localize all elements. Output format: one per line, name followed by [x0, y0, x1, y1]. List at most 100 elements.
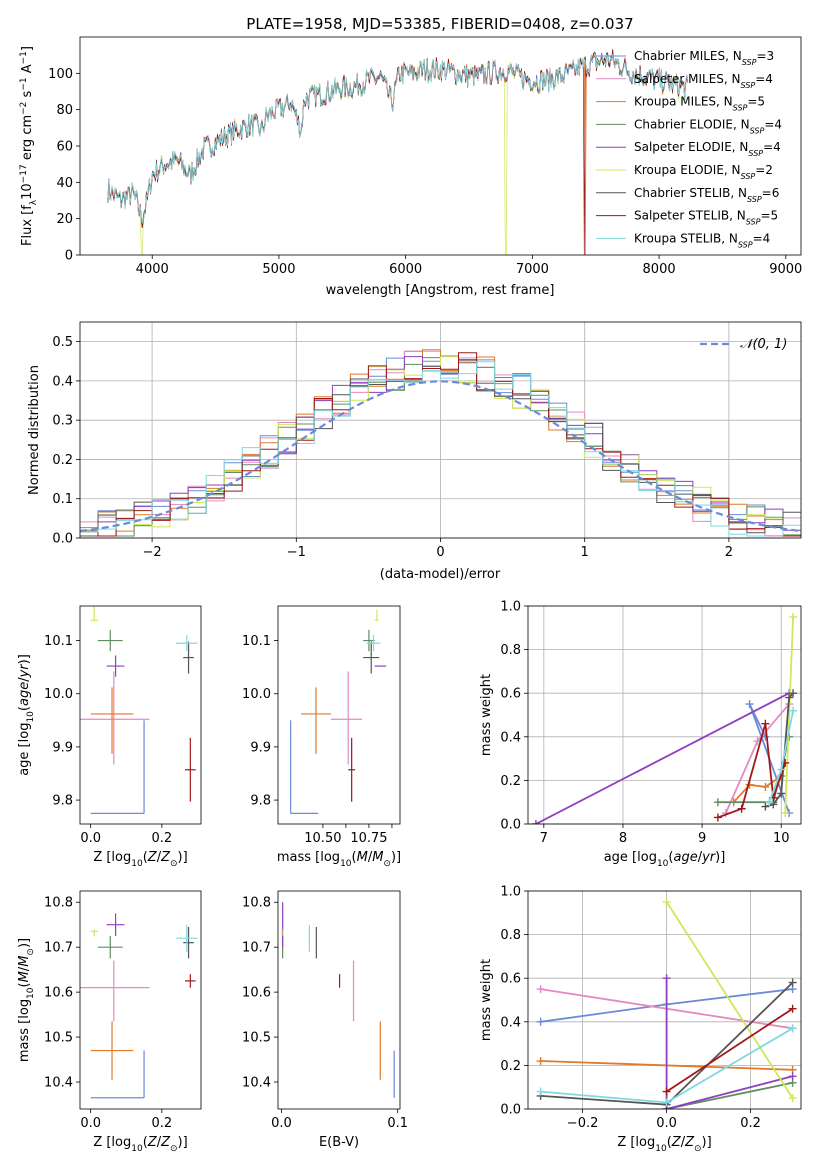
- y-tick-label: 0: [65, 249, 73, 264]
- age-vs-metallicity-panel: 0.0 0.2 9.8 9.9 10.0 10.1 Z [log10(Z/Z⊙)] age […: [17, 605, 202, 869]
- y-tick-label: 10.1: [44, 634, 73, 649]
- x-axis-label: age [log10(age/yr)]: [604, 850, 726, 869]
- legend-label: Chabrier MILES, NSSP=3: [634, 49, 774, 67]
- y-tick-label: 0.0: [500, 1103, 521, 1118]
- plot-area: [281, 902, 395, 1098]
- weight-marker: [713, 813, 722, 822]
- weight-line: [535, 692, 790, 824]
- weight-marker: [777, 789, 786, 798]
- normal-reference-curve: [80, 380, 801, 533]
- y-tick-label: 0.2: [52, 453, 73, 468]
- x-tick-label: 0.0: [80, 1116, 101, 1131]
- histogram-step-kroupa-stelib: [80, 361, 801, 537]
- y-tick-label: 10.7: [44, 941, 73, 956]
- weight-marker: [788, 1024, 797, 1033]
- y-tick-label: 1.0: [500, 600, 521, 615]
- x-tick-label: 9000: [769, 262, 802, 277]
- y-tick-label: 9.9: [250, 740, 271, 755]
- x-tick-label: 0: [436, 545, 444, 560]
- y-tick-label: 9.8: [250, 794, 271, 809]
- y-tick-label: 80: [56, 103, 73, 118]
- x-tick-label: 1: [581, 545, 589, 560]
- y-tick-label: 0.0: [500, 818, 521, 833]
- plot-area: [80, 913, 198, 1099]
- weight-marker: [662, 897, 671, 906]
- x-tick-label: 10.50: [304, 831, 341, 846]
- legend-label: Kroupa ELODIE, NSSP=2: [634, 163, 773, 181]
- y-tick-label: 10.0: [44, 687, 73, 702]
- y-tick-label: 0.1: [52, 492, 73, 507]
- y-tick-label: 0.2: [500, 1059, 521, 1074]
- x-axis-label: Z [log10(Z/Z⊙)]: [93, 1135, 187, 1154]
- y-tick-label: 9.8: [52, 794, 73, 809]
- weight-marker: [713, 798, 722, 807]
- y-tick-label: 0.8: [500, 643, 521, 658]
- plot-area: [531, 612, 798, 824]
- y-tick-label: 0.4: [52, 374, 73, 389]
- weight-marker: [662, 1098, 671, 1107]
- weight-line: [665, 978, 793, 1109]
- x-tick-label: −1: [287, 545, 306, 560]
- spectrum-line-salpeter-elodie: [107, 52, 689, 225]
- y-tick-label: 9.9: [52, 740, 73, 755]
- y-tick-label: 1.0: [500, 885, 521, 900]
- y-axis-label: mass [log10(M/M⊙)]: [17, 938, 36, 1062]
- x-axis-label: mass [log10(M/M⊙)]: [277, 850, 401, 869]
- spectrum-line-kroupa-miles: [107, 52, 689, 255]
- weight-marker: [788, 978, 797, 987]
- x-axis-label: Z [log10(Z/Z⊙)]: [93, 850, 187, 869]
- axes-frame: [79, 605, 202, 825]
- x-tick-label: −2: [143, 545, 162, 560]
- y-axis-label: Normed distribution: [27, 365, 42, 495]
- legend-label: Kroupa MILES, NSSP=5: [634, 95, 765, 113]
- legend-label: 𝒩(0, 1): [740, 337, 787, 352]
- y-tick-label: 0.6: [500, 972, 521, 987]
- weight-marker: [785, 693, 794, 702]
- legend-label: Salpeter MILES, NSSP=4: [634, 72, 773, 90]
- weight-marker: [536, 1017, 545, 1026]
- y-tick-label: 10.1: [242, 634, 271, 649]
- x-tick-label: 0.0: [80, 831, 101, 846]
- mass-vs-ebv-panel: 0.0 0.1 10.4 10.5 10.6 10.7 10.8 E(B-V): [242, 890, 408, 1150]
- y-tick-label: 10.7: [242, 941, 271, 956]
- y-tick-label: 10.8: [44, 896, 73, 911]
- age-vs-mass-panel: 10.50 10.75 9.8 9.9 10.0 10.1 mass [log10(M/M⊙…: [242, 605, 401, 869]
- y-tick-label: 100: [48, 67, 73, 82]
- weight-marker: [788, 1094, 797, 1103]
- legend-label: Kroupa STELIB, NSSP=4: [634, 231, 770, 249]
- legend-label: Chabrier STELIB, NSSP=6: [634, 186, 779, 204]
- spectrum-line-kroupa-stelib: [107, 52, 689, 225]
- y-axis-label: Flux [fλ10−17 erg cm−2 s−1 A−1]: [19, 46, 39, 246]
- y-tick-label: 20: [56, 212, 73, 227]
- weight-line: [666, 1081, 793, 1109]
- legend-label: Salpeter ELODIE, NSSP=4: [634, 140, 781, 158]
- weight-marker: [788, 1072, 797, 1081]
- x-axis-label: wavelength [Angstrom, rest frame]: [326, 283, 555, 298]
- x-tick-label: 8: [619, 831, 627, 846]
- weight-marker: [745, 700, 754, 709]
- y-tick-label: 10.6: [44, 986, 73, 1001]
- weight-line: [733, 775, 782, 803]
- y-tick-label: 60: [56, 140, 73, 155]
- x-axis-label: (data-model)/error: [380, 567, 501, 582]
- weight-line: [765, 692, 794, 808]
- spectrum-title: PLATE=1958, MJD=53385, FIBERID=0408, z=0…: [246, 15, 633, 33]
- y-tick-label: 10.4: [242, 1076, 271, 1091]
- spectrum-line-salpeter-stelib: [107, 49, 688, 255]
- y-tick-label: 10.4: [44, 1076, 73, 1091]
- weight-marker: [765, 798, 774, 807]
- weight-line: [784, 616, 794, 814]
- y-tick-label: 0.3: [52, 414, 73, 429]
- weight-marker: [789, 706, 798, 715]
- y-tick-label: 0.4: [500, 730, 521, 745]
- weight-marker: [761, 732, 770, 741]
- x-tick-label: 8000: [643, 262, 676, 277]
- y-axis-label: mass weight: [479, 959, 494, 1041]
- y-axis-label: age [log10(age/yr)]: [17, 654, 36, 776]
- x-tick-label: 2: [725, 545, 733, 560]
- y-axis-label: mass weight: [479, 674, 494, 756]
- y-tick-label: 0.2: [500, 774, 521, 789]
- weight-marker: [662, 1087, 671, 1096]
- weight-marker: [761, 719, 770, 728]
- y-tick-label: 10.0: [242, 687, 271, 702]
